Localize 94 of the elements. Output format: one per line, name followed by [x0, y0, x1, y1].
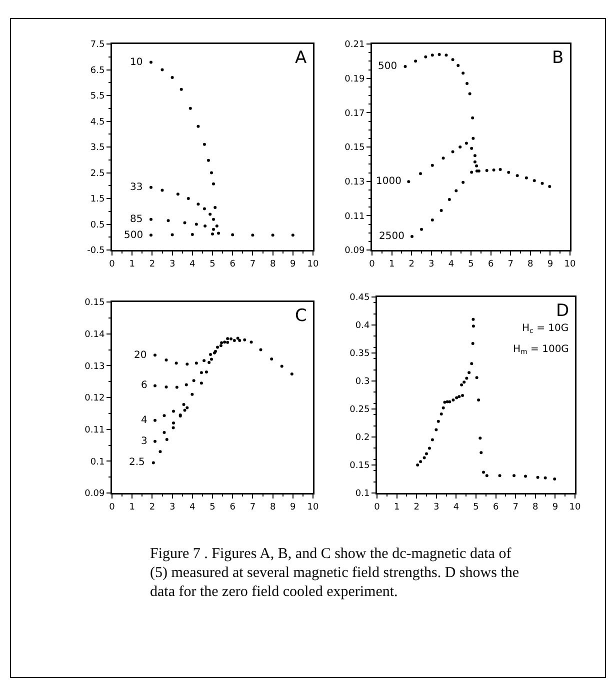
y-tick-label: 0.4	[355, 321, 370, 332]
y-tick-label: 0.3	[355, 377, 370, 388]
x-tick-label: 2	[408, 259, 414, 270]
x-tick-label: 4	[453, 502, 460, 512]
y-tick-label: 0.14	[84, 330, 105, 340]
series-label: 20	[134, 350, 147, 361]
y-tick-label: 0.25	[350, 405, 370, 416]
x-tick-label: 2	[149, 502, 156, 512]
x-tick-label: 7	[508, 259, 514, 270]
x-tick-label: 7	[250, 502, 256, 512]
y-tick-label: 0.13	[84, 362, 105, 372]
series-label: 3	[141, 436, 148, 447]
y-tick-label: 0.11	[84, 425, 105, 436]
y-tick-label: 5.5	[90, 92, 105, 102]
annotation: H$_{m}$ = 100G	[513, 344, 569, 356]
x-tick-label: 6	[492, 502, 499, 512]
x-tick-label: 2	[149, 259, 156, 270]
y-tick-label: 0.5	[90, 220, 105, 230]
series-label: 2500	[379, 231, 404, 242]
series-label: 2.5	[129, 457, 145, 468]
y-tick-label: 2.5	[90, 168, 105, 179]
x-tick-label: 6	[230, 502, 236, 512]
y-tick-label: 7.5	[90, 40, 105, 50]
x-tick-label: 5	[210, 259, 216, 270]
x-tick-label: 4	[448, 259, 454, 270]
caption: Figure 7 . Figures A, B, and C show the dc-magnetic data of (5) measured at several magnetic field strengths. D shows the data for the zero field cooled experiment.	[150, 545, 520, 602]
y-tick-label: 0.11	[344, 212, 365, 222]
x-tick-label: 0	[374, 502, 380, 512]
x-tick-label: 9	[290, 259, 296, 270]
y-tick-label: 0.15	[350, 461, 370, 472]
y-tick-label: 0.15	[344, 143, 365, 154]
x-tick-label: 5	[468, 259, 474, 270]
x-tick-label: 1	[394, 502, 400, 512]
x-tick-label: 1	[129, 502, 135, 512]
x-tick-label: 3	[428, 259, 434, 270]
annotation: D	[556, 301, 570, 321]
y-tick-label: 0.17	[344, 108, 365, 119]
x-tick-label: 4	[190, 259, 196, 270]
x-tick-label: 0	[109, 259, 116, 270]
y-tick-label: 1.5	[90, 194, 105, 205]
series-label: 500	[378, 61, 398, 72]
x-tick-label: 9	[290, 502, 296, 512]
series-label: 500	[124, 230, 144, 241]
annotation: H$_{c}$ = 10G	[522, 323, 569, 336]
annotation: C	[295, 306, 307, 326]
x-tick-label: 0	[109, 502, 116, 512]
x-tick-label: 4	[190, 502, 196, 512]
x-tick-label: 6	[488, 259, 494, 270]
y-tick-label: 0.09	[344, 246, 365, 256]
x-tick-label: 5	[473, 502, 479, 512]
x-tick-label: 3	[434, 502, 440, 512]
y-tick-label: 0.13	[344, 177, 365, 188]
x-tick-label: 1	[388, 259, 395, 270]
y-tick-label: -0.5	[87, 246, 105, 256]
x-tick-label: 2	[414, 502, 420, 512]
x-tick-label: 3	[169, 259, 176, 270]
series-label: 1000	[376, 176, 402, 187]
x-tick-label: 10	[564, 259, 576, 270]
x-tick-label: 6	[230, 259, 236, 270]
y-tick-label: 0.1	[355, 489, 370, 500]
annotation: B	[552, 48, 564, 68]
y-tick-label: 6.5	[90, 66, 105, 76]
series-label: 85	[130, 214, 143, 225]
x-tick-label: 1	[129, 259, 135, 270]
x-tick-label: 9	[552, 502, 558, 512]
y-tick-label: 0.2	[355, 433, 370, 444]
x-tick-label: 3	[169, 502, 176, 512]
y-tick-label: 0.45	[350, 293, 370, 304]
x-tick-label: 8	[270, 259, 276, 270]
x-tick-label: 9	[547, 259, 554, 270]
series-label: 33	[130, 182, 143, 193]
y-tick-label: 0.35	[350, 349, 370, 360]
x-tick-label: 7	[512, 502, 518, 512]
x-tick-label: 10	[307, 259, 319, 270]
x-tick-label: 8	[528, 259, 534, 270]
y-tick-label: 0.12	[84, 394, 105, 404]
x-tick-label: 10	[569, 502, 581, 512]
y-tick-label: 0.09	[84, 489, 105, 500]
y-tick-label: 0.19	[344, 74, 365, 84]
y-tick-label: 0.15	[84, 298, 105, 308]
y-tick-label: 3.5	[90, 143, 105, 154]
x-tick-label: 5	[210, 502, 216, 512]
y-tick-label: 4.5	[90, 117, 105, 128]
x-tick-label: 0	[369, 259, 376, 270]
series-label: 10	[130, 57, 143, 68]
y-tick-label: 0.21	[344, 40, 365, 50]
x-tick-label: 8	[532, 502, 539, 512]
x-tick-label: 10	[307, 502, 319, 512]
series-label: 6	[141, 380, 148, 391]
annotation: A	[295, 48, 307, 68]
series-label: 4	[141, 415, 148, 426]
x-tick-label: 8	[270, 502, 276, 512]
y-tick-label: 0.1	[90, 457, 105, 468]
x-tick-label: 7	[250, 259, 256, 270]
